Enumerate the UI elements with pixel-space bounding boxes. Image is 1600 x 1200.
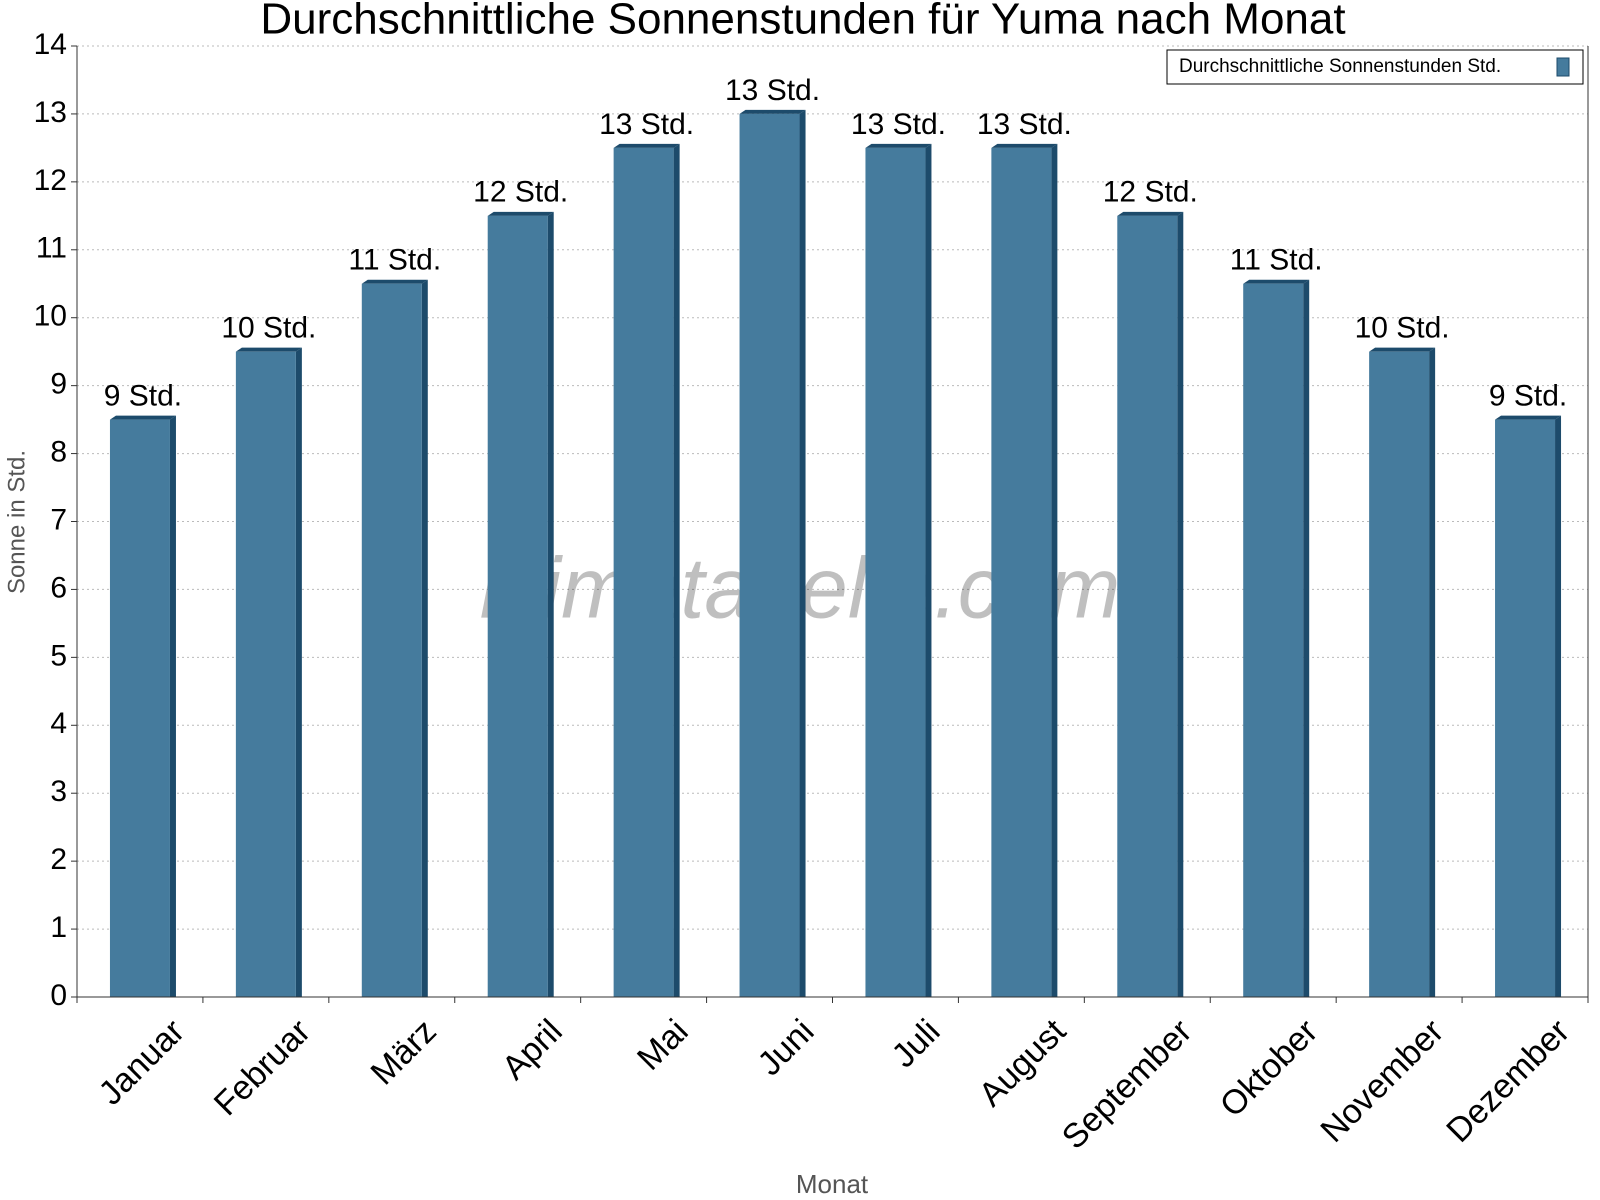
x-tick-label: Juni [751, 1012, 822, 1083]
bar [1243, 283, 1304, 997]
y-tick-label: 4 [50, 707, 67, 740]
y-tick-label: 3 [50, 775, 67, 808]
bar-side [295, 347, 302, 997]
bar [613, 147, 674, 998]
bar [1117, 215, 1178, 998]
bar-top [361, 279, 428, 284]
bar [1369, 351, 1430, 997]
x-tick-label: Oktober [1213, 1012, 1325, 1124]
value-label: 13 Std. [977, 108, 1072, 141]
bar-top [991, 143, 1058, 148]
bar-top [865, 143, 932, 148]
bar-top [109, 415, 176, 420]
legend-box [1166, 49, 1584, 85]
bar [991, 147, 1052, 998]
x-tick-label: Februar [207, 1012, 318, 1123]
bar-top [1117, 211, 1184, 216]
value-label: 9 Std. [104, 380, 182, 413]
bar-top [1243, 279, 1310, 284]
value-label: 13 Std. [725, 74, 820, 107]
x-tick-label: Januar [92, 1012, 192, 1112]
bar-top [613, 143, 680, 148]
bar-top [739, 109, 806, 114]
bar-side [1051, 143, 1058, 998]
bar [1495, 419, 1556, 997]
bar-side [673, 143, 680, 998]
bar-side [169, 415, 176, 997]
value-label: 11 Std. [1230, 244, 1323, 277]
x-tick-label: Juli [885, 1012, 948, 1075]
y-tick-label: 0 [50, 979, 67, 1012]
x-tick-label: August [972, 1012, 1074, 1114]
y-tick-label: 10 [34, 300, 67, 333]
x-tick-label: März [364, 1012, 444, 1092]
bar-top [487, 211, 554, 216]
x-tick-label: September [1055, 1012, 1199, 1156]
legend-label: Durchschnittliche Sonnenstunden Std. [1179, 56, 1501, 77]
value-label: 10 Std. [1355, 312, 1450, 345]
value-label: 12 Std. [1103, 176, 1198, 209]
y-tick-label: 8 [50, 435, 67, 468]
value-label: 13 Std. [599, 108, 694, 141]
bar [487, 215, 548, 998]
value-label: 10 Std. [221, 312, 316, 345]
x-tick-label: Dezember [1439, 1012, 1577, 1150]
y-tick-label: 11 [36, 232, 67, 265]
chart-title: Durchschnittliche Sonnenstunden für Yuma… [260, 0, 1345, 44]
y-tick-label: 7 [50, 503, 67, 536]
x-axis-label: Monat [796, 1169, 869, 1199]
y-tick-label: 1 [50, 911, 67, 944]
y-tick-label: 5 [50, 639, 67, 672]
bar-side [1555, 415, 1562, 997]
bar-side [547, 211, 554, 998]
legend-swatch [1556, 57, 1570, 77]
y-tick-label: 13 [34, 96, 67, 129]
y-tick-label: 12 [34, 164, 67, 197]
bar-side [1429, 347, 1436, 997]
y-tick-label: 2 [50, 843, 67, 876]
x-tick-label: November [1313, 1012, 1451, 1150]
bar-top [1369, 347, 1436, 352]
bar [235, 351, 296, 997]
bar-side [925, 143, 932, 998]
value-label: 13 Std. [851, 108, 946, 141]
y-tick-label: 6 [50, 571, 67, 604]
bar [739, 113, 800, 997]
x-tick-label: Mai [630, 1012, 696, 1078]
bar [109, 419, 170, 997]
value-label: 12 Std. [473, 176, 568, 209]
bar-side [421, 279, 428, 997]
x-tick-label: April [495, 1012, 570, 1087]
bar-side [799, 109, 806, 997]
bar-side [1177, 211, 1184, 998]
bar-top [235, 347, 302, 352]
bar-side [1303, 279, 1310, 997]
bar-top [1495, 415, 1562, 420]
y-tick-label: 14 [34, 28, 67, 61]
value-label: 11 Std. [348, 244, 441, 277]
value-label: 9 Std. [1489, 380, 1567, 413]
bar [865, 147, 926, 998]
y-tick-label: 9 [50, 368, 67, 401]
y-axis-label: Sonne in Std. [3, 450, 30, 594]
bar [361, 283, 422, 997]
